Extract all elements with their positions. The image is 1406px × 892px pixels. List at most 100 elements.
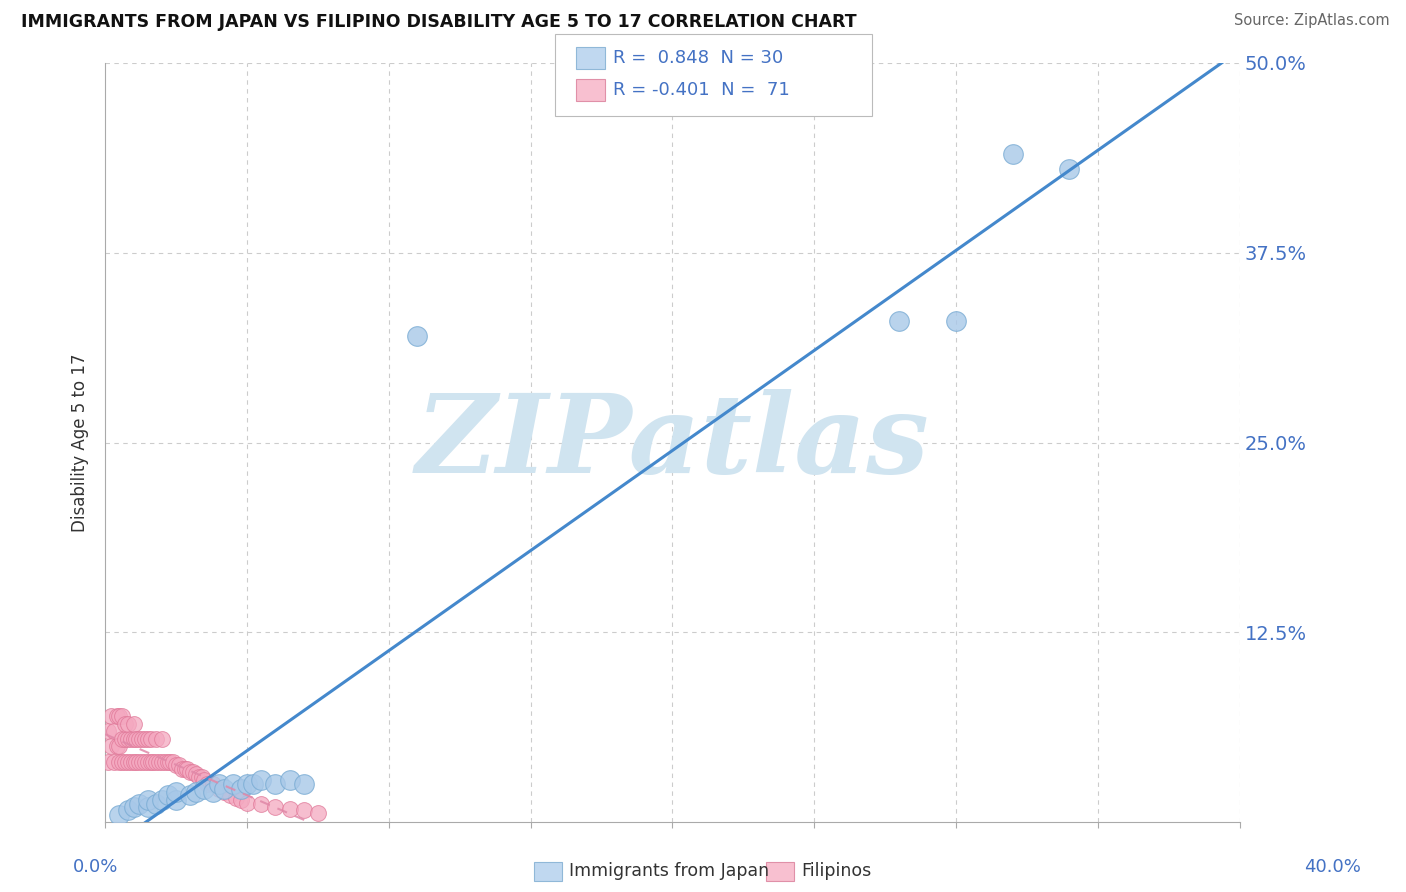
- Point: [128, 755, 150, 769]
- Point: [117, 716, 139, 731]
- Point: [131, 755, 153, 769]
- Point: [165, 792, 187, 806]
- Point: [406, 329, 429, 343]
- Point: [201, 777, 224, 791]
- Point: [105, 739, 128, 754]
- Text: 0.0%: 0.0%: [73, 858, 118, 876]
- Point: [122, 716, 145, 731]
- Point: [131, 731, 153, 746]
- Text: IMMIGRANTS FROM JAPAN VS FILIPINO DISABILITY AGE 5 TO 17 CORRELATION CHART: IMMIGRANTS FROM JAPAN VS FILIPINO DISABI…: [21, 13, 856, 31]
- Point: [225, 791, 247, 805]
- Point: [278, 772, 301, 787]
- Point: [1001, 146, 1024, 161]
- Point: [120, 731, 142, 746]
- Point: [139, 731, 162, 746]
- Point: [250, 772, 273, 787]
- Y-axis label: Disability Age 5 to 17: Disability Age 5 to 17: [72, 353, 89, 532]
- Point: [193, 772, 215, 787]
- Point: [114, 755, 136, 769]
- Text: Immigrants from Japan: Immigrants from Japan: [569, 863, 769, 880]
- Point: [134, 731, 156, 746]
- Point: [264, 777, 287, 791]
- Point: [165, 757, 187, 772]
- Point: [214, 781, 236, 796]
- Point: [231, 792, 253, 806]
- Point: [264, 800, 287, 814]
- Point: [222, 777, 245, 791]
- Point: [142, 755, 165, 769]
- Point: [125, 755, 148, 769]
- Point: [122, 800, 145, 814]
- Point: [250, 797, 273, 812]
- Point: [195, 777, 218, 791]
- Point: [103, 724, 125, 739]
- Point: [125, 731, 148, 746]
- Point: [145, 797, 167, 812]
- Point: [170, 762, 193, 776]
- Point: [165, 785, 187, 799]
- Point: [148, 755, 170, 769]
- Point: [201, 785, 224, 799]
- Point: [111, 731, 134, 746]
- Text: R = -0.401  N =  71: R = -0.401 N = 71: [613, 81, 790, 99]
- Text: Filipinos: Filipinos: [801, 863, 872, 880]
- Point: [150, 731, 173, 746]
- Point: [136, 792, 159, 806]
- Point: [111, 709, 134, 723]
- Point: [122, 755, 145, 769]
- Point: [136, 800, 159, 814]
- Point: [167, 757, 190, 772]
- Point: [108, 807, 131, 822]
- Point: [159, 755, 181, 769]
- Point: [108, 755, 131, 769]
- Point: [117, 755, 139, 769]
- Point: [108, 709, 131, 723]
- Point: [156, 788, 179, 802]
- Point: [193, 781, 215, 796]
- Point: [173, 762, 195, 776]
- Point: [153, 755, 176, 769]
- Point: [122, 731, 145, 746]
- Point: [150, 755, 173, 769]
- Point: [134, 755, 156, 769]
- Point: [136, 755, 159, 769]
- Point: [105, 709, 128, 723]
- Point: [889, 314, 911, 328]
- Point: [128, 731, 150, 746]
- Point: [114, 731, 136, 746]
- Point: [100, 739, 122, 754]
- Text: R =  0.848  N = 30: R = 0.848 N = 30: [613, 49, 783, 67]
- Point: [278, 802, 301, 816]
- Point: [187, 770, 209, 784]
- Point: [208, 777, 231, 791]
- Point: [150, 792, 173, 806]
- Point: [214, 785, 236, 799]
- Point: [120, 755, 142, 769]
- Point: [156, 755, 179, 769]
- Point: [97, 724, 120, 739]
- Point: [114, 716, 136, 731]
- Point: [242, 777, 264, 791]
- Point: [162, 755, 184, 769]
- Point: [179, 788, 201, 802]
- Point: [236, 796, 259, 810]
- Point: [100, 709, 122, 723]
- Point: [128, 797, 150, 812]
- Point: [111, 755, 134, 769]
- Point: [236, 777, 259, 791]
- Point: [145, 755, 167, 769]
- Point: [97, 755, 120, 769]
- Point: [945, 314, 967, 328]
- Text: 40.0%: 40.0%: [1305, 858, 1361, 876]
- Point: [145, 731, 167, 746]
- Point: [184, 785, 207, 799]
- Point: [176, 762, 198, 776]
- Point: [231, 781, 253, 796]
- Point: [219, 788, 242, 802]
- Text: ZIPatlas: ZIPatlas: [416, 389, 929, 496]
- Text: Source: ZipAtlas.com: Source: ZipAtlas.com: [1233, 13, 1389, 29]
- Point: [179, 765, 201, 780]
- Point: [1059, 161, 1081, 176]
- Point: [181, 765, 204, 780]
- Point: [307, 806, 329, 821]
